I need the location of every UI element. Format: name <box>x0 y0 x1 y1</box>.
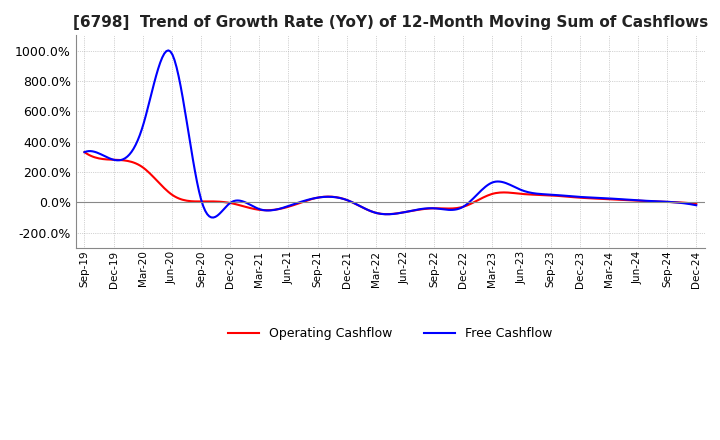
Legend: Operating Cashflow, Free Cashflow: Operating Cashflow, Free Cashflow <box>223 322 557 345</box>
Operating Cashflow <box>692 201 701 206</box>
Title: [6798]  Trend of Growth Rate (YoY) of 12-Month Moving Sum of Cashflows: [6798] Trend of Growth Rate (YoY) of 12-… <box>73 15 708 30</box>
Operating Cashflow <box>82 151 91 156</box>
Line: Free Cashflow: Free Cashflow <box>84 51 696 217</box>
Free Cashflow <box>692 202 701 208</box>
Operating Cashflow <box>456 205 465 210</box>
Operating Cashflow <box>383 212 392 217</box>
Free Cashflow <box>639 198 647 203</box>
Free Cashflow <box>600 195 608 201</box>
Free Cashflow <box>82 149 91 154</box>
Free Cashflow <box>209 215 217 220</box>
Free Cashflow <box>459 204 467 209</box>
Operating Cashflow <box>80 150 89 155</box>
Operating Cashflow <box>444 206 453 211</box>
Operating Cashflow <box>446 206 455 211</box>
Free Cashflow <box>80 150 89 155</box>
Operating Cashflow <box>636 198 645 203</box>
Operating Cashflow <box>598 196 606 202</box>
Free Cashflow <box>449 207 457 213</box>
Free Cashflow <box>164 48 173 53</box>
Line: Operating Cashflow: Operating Cashflow <box>84 152 696 214</box>
Free Cashflow <box>446 207 455 213</box>
